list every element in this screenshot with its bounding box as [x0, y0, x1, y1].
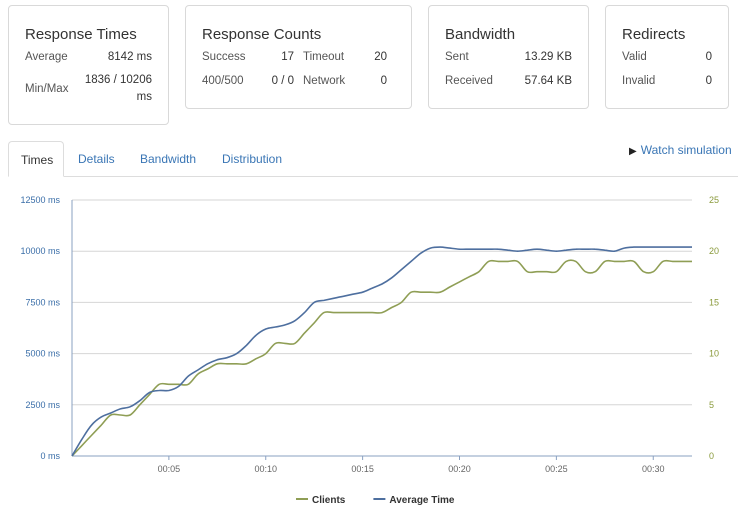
received-label: Received — [445, 75, 493, 87]
response-counts-card: Response Counts Success 17 Timeout 20 40… — [185, 5, 412, 109]
legend-label-average-time: Average Time — [389, 495, 454, 506]
right-axis-tick-label: 20 — [709, 246, 719, 256]
received-value: 57.64 KB — [524, 75, 572, 87]
tab-bandwidth[interactable]: Bandwidth — [140, 152, 197, 166]
code-400-500-label: 400/500 — [202, 75, 244, 87]
right-axis-tick-label: 10 — [709, 349, 719, 359]
left-axis-tick-label: 7500 ms — [25, 297, 60, 307]
series-line-average-time — [71, 246, 692, 457]
watch-simulation-label: Watch simulation — [640, 143, 732, 157]
left-axis-tick-label: 5000 ms — [25, 349, 60, 359]
minmax-label: Min/Max — [25, 83, 69, 95]
x-axis-tick-label: 00:25 — [545, 464, 568, 474]
times-chart: 0 ms 2500 ms 5000 ms 7500 ms 10000 ms 12500 m… — [20, 195, 719, 506]
x-axis-tick-label: 00:30 — [642, 464, 665, 474]
minmax-value-line2: ms — [136, 91, 152, 103]
invalid-value: 0 — [705, 75, 712, 87]
right-axis-ticks: 0 5 10 15 20 25 — [709, 195, 719, 461]
x-axis-tick-label: 00:15 — [351, 464, 374, 474]
left-axis-tick-label: 12500 ms — [20, 195, 60, 205]
success-label: Success — [202, 51, 246, 63]
network-label: Network — [303, 75, 346, 87]
left-axis-tick-label: 2500 ms — [25, 400, 60, 410]
sent-label: Sent — [445, 51, 469, 63]
average-value: 8142 ms — [107, 51, 152, 63]
chart-series — [71, 246, 692, 457]
timeout-value: 20 — [374, 51, 387, 63]
right-axis-tick-label: 15 — [709, 297, 719, 307]
watch-simulation-link[interactable]: ▶ Watch simulation — [629, 143, 732, 157]
response-times-card: Response Times Average 8142 ms Min/Max 1… — [8, 5, 169, 125]
right-axis-tick-label: 5 — [709, 400, 714, 410]
bandwidth-card: Bandwidth Sent 13.29 KB Received 57.64 K… — [428, 5, 589, 109]
right-axis-tick-label: 0 — [709, 451, 714, 461]
x-axis-tick-label: 00:05 — [158, 464, 181, 474]
right-axis-tick-label: 25 — [709, 195, 719, 205]
invalid-label: Invalid — [622, 75, 656, 87]
valid-value: 0 — [705, 51, 712, 63]
redirects-title: Redirects — [622, 26, 686, 43]
chart-legend: Clients Average Time — [296, 495, 455, 506]
response-counts-title: Response Counts — [202, 26, 322, 43]
left-axis-tick-label: 0 ms — [40, 451, 60, 461]
chart-grid — [71, 199, 692, 457]
redirects-card: Redirects Valid 0 Invalid 0 — [605, 5, 729, 109]
tab-details[interactable]: Details — [78, 152, 115, 166]
tabs-divider — [8, 176, 738, 177]
tab-times-label: Times — [21, 153, 54, 167]
left-axis-ticks: 0 ms 2500 ms 5000 ms 7500 ms 10000 ms 12500 m… — [20, 195, 60, 461]
left-axis-tick-label: 10000 ms — [20, 246, 60, 256]
average-label: Average — [25, 51, 68, 63]
play-icon: ▶ — [629, 146, 637, 157]
code-400-500-value: 0 / 0 — [271, 75, 294, 87]
network-value: 0 — [380, 75, 387, 87]
series-line-clients — [71, 259, 692, 457]
tab-distribution[interactable]: Distribution — [222, 152, 283, 166]
success-value: 17 — [281, 51, 294, 63]
tab-times[interactable]: Times — [8, 141, 64, 177]
valid-label: Valid — [622, 51, 647, 63]
timeout-label: Timeout — [303, 51, 345, 63]
bandwidth-title: Bandwidth — [445, 26, 516, 43]
response-times-title: Response Times — [25, 26, 137, 43]
x-axis-tick-label: 00:10 — [254, 464, 277, 474]
x-axis-tick-label: 00:20 — [448, 464, 471, 474]
legend-label-clients: Clients — [312, 495, 346, 506]
minmax-value-line1: 1836 / 10206 — [84, 74, 152, 86]
sent-value: 13.29 KB — [524, 51, 572, 63]
x-axis-ticks: 00:05 00:10 00:15 00:20 00:25 00:30 — [158, 456, 665, 474]
